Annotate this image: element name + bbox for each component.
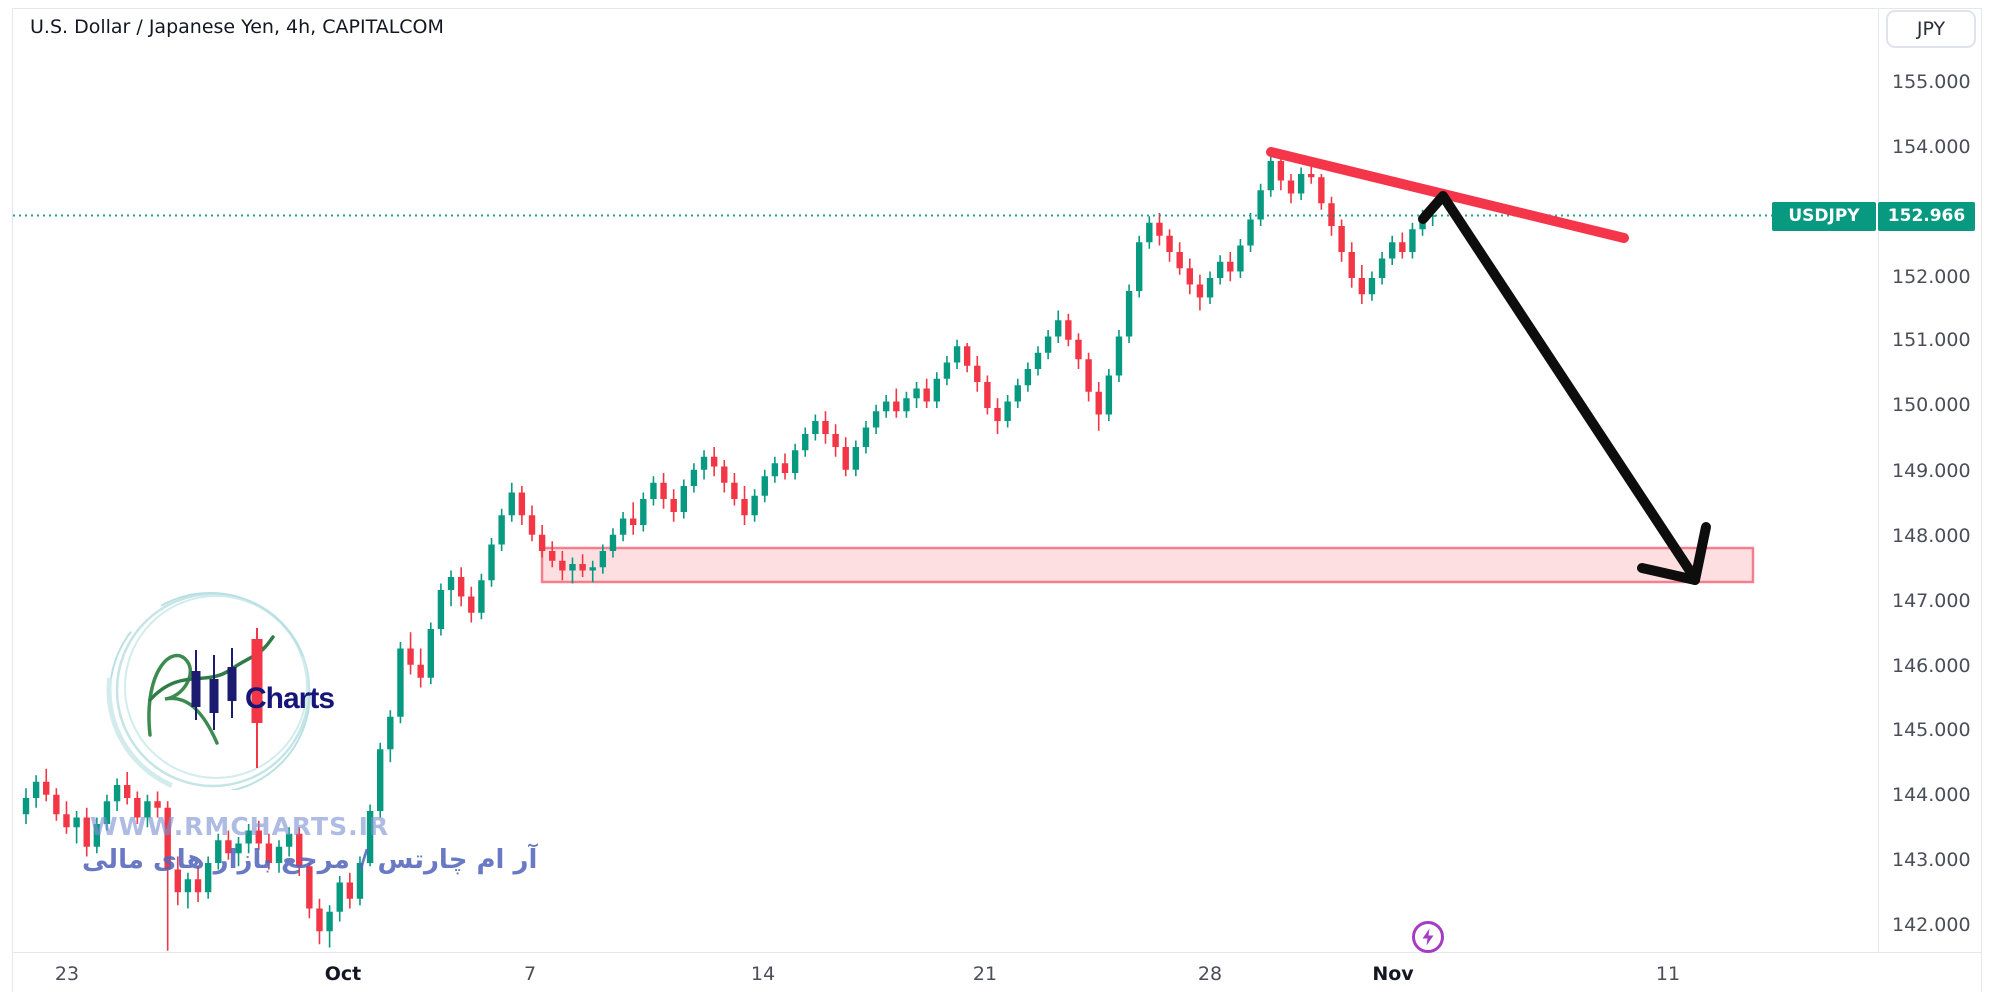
symbol-title[interactable]: U.S. Dollar / Japanese Yen, 4h, CAPITALC… xyxy=(30,16,444,38)
candlestick-series[interactable] xyxy=(22,151,1436,951)
price-tick-label: 149.000 xyxy=(1892,460,1971,482)
pane-top-border xyxy=(12,8,1982,9)
time-tick-label: 21 xyxy=(972,963,998,985)
logo-sketch-circles xyxy=(106,583,320,790)
price-tick-label: 143.000 xyxy=(1892,849,1971,871)
price-tick-label: 151.000 xyxy=(1892,329,1971,351)
currency-toggle-button[interactable]: JPY xyxy=(1886,10,1976,48)
pane-right-border xyxy=(1981,8,1982,992)
logo-candle-red xyxy=(251,628,263,768)
time-tick-label: 14 xyxy=(750,963,776,985)
price-tick-label: 144.000 xyxy=(1892,784,1971,806)
price-scale-separator[interactable] xyxy=(1878,8,1879,952)
time-tick-label: Oct xyxy=(324,963,362,985)
pane-left-border xyxy=(12,8,13,992)
price-tick-label: 145.000 xyxy=(1892,719,1971,741)
time-tick-label: 7 xyxy=(523,963,537,985)
watermark-site-url: WWW.RMCHARTS.IR xyxy=(90,812,390,841)
supply-zone-rectangle[interactable] xyxy=(540,546,1755,584)
price-tick-label: 146.000 xyxy=(1892,655,1971,677)
price-tick-label: 152.000 xyxy=(1892,266,1971,288)
time-tick-label: Nov xyxy=(1372,963,1414,985)
rm-charts-logo: Charts xyxy=(106,583,335,790)
price-tick-label: 142.000 xyxy=(1892,914,1971,936)
price-scale[interactable]: 155.000154.000153.000152.000151.000150.0… xyxy=(1879,0,1980,952)
price-tick-label: 148.000 xyxy=(1892,525,1971,547)
time-tick-label: 11 xyxy=(1655,963,1681,985)
time-tick-label: 28 xyxy=(1197,963,1223,985)
time-tick-label: 23 xyxy=(54,963,80,985)
time-scale-separator[interactable] xyxy=(12,952,1982,953)
price-tick-label: 147.000 xyxy=(1892,590,1971,612)
bearish-projection-arrow[interactable] xyxy=(1418,191,1711,585)
logo-charts-text: Charts xyxy=(245,682,334,715)
time-scale[interactable]: 23 Oct 7 14 21 28 Nov 11 xyxy=(0,953,1980,1000)
logo-r-letter xyxy=(147,653,219,745)
last-price-value-badge: 152.966 xyxy=(1878,202,1975,231)
price-tick-label: 154.000 xyxy=(1892,136,1971,158)
price-tick-label: 150.000 xyxy=(1892,394,1971,416)
watermark-persian-text: آر ام چارتس / مرجع بازار های مالی xyxy=(82,845,538,875)
last-price-symbol-badge: USDJPY xyxy=(1772,202,1876,231)
logo-candles-navy xyxy=(191,648,237,730)
lightning-marker-icon[interactable] xyxy=(1412,921,1444,953)
price-tick-label: 155.000 xyxy=(1892,71,1971,93)
